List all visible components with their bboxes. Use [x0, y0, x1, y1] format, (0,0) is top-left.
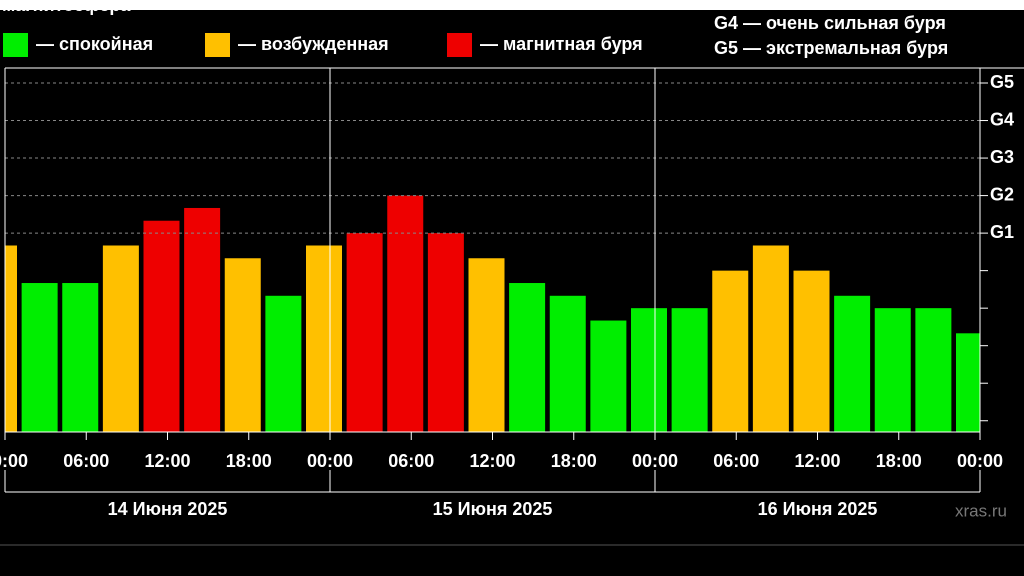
bar	[590, 320, 627, 432]
bar	[793, 270, 830, 432]
legend-swatch	[447, 33, 472, 57]
bar	[265, 295, 302, 432]
bar	[915, 308, 952, 432]
bar	[549, 295, 586, 432]
day-label: 15 Июня 2025	[433, 499, 553, 519]
y-tick-label: G2	[990, 184, 1014, 204]
watermark: xras.ru	[955, 501, 1007, 520]
bar	[102, 245, 139, 432]
bar	[346, 233, 383, 432]
x-tick-label: 06:00	[713, 451, 759, 471]
x-tick-label: 06:00	[388, 451, 434, 471]
bar	[184, 207, 221, 432]
x-tick-label: 18:00	[551, 451, 597, 471]
bar	[712, 270, 749, 432]
y-tick-label: G3	[990, 147, 1014, 167]
note: G5 — экстремальная буря	[714, 38, 948, 58]
day-label: 14 Июня 2025	[108, 499, 228, 519]
legend-swatch	[3, 33, 28, 57]
x-tick-label: 06:00	[63, 451, 109, 471]
x-tick-label: 18:00	[226, 451, 272, 471]
legend-swatch	[205, 33, 230, 57]
x-tick-label: 00:00	[957, 451, 1003, 471]
bars	[5, 195, 980, 432]
bar	[956, 333, 980, 432]
x-tick-label: 12:00	[794, 451, 840, 471]
bar	[671, 308, 708, 432]
legend-label: — спокойная	[36, 34, 153, 54]
bar	[427, 233, 464, 432]
legend-label: — возбужденная	[238, 34, 389, 54]
bar	[468, 258, 505, 432]
bar	[21, 283, 58, 432]
legend-label: — магнитная буря	[480, 34, 643, 54]
bar	[631, 308, 667, 432]
day-label: 16 Июня 2025	[758, 499, 878, 519]
y-tick-label: G1	[990, 222, 1014, 242]
bar	[509, 283, 546, 432]
x-tick-label: 18:00	[876, 451, 922, 471]
x-tick-label: 12:00	[469, 451, 515, 471]
bar	[752, 245, 789, 432]
y-tick-label: G4	[990, 109, 1014, 129]
bar	[143, 220, 180, 432]
x-tick-label: 12:00	[144, 451, 190, 471]
bar	[5, 245, 17, 432]
chart-title: магнитосфера	[2, 0, 131, 15]
y-tick-label: G5	[990, 72, 1014, 92]
bar	[224, 258, 261, 432]
x-tick-label: 00:00	[632, 451, 678, 471]
bar	[874, 308, 911, 432]
bar	[387, 195, 424, 432]
x-tick-label: 00:00	[307, 451, 353, 471]
bar	[834, 295, 871, 432]
x-tick-label: 00:00	[0, 451, 28, 471]
bar	[62, 283, 99, 432]
note: G4 — очень сильная буря	[714, 13, 946, 33]
bar	[306, 245, 342, 432]
